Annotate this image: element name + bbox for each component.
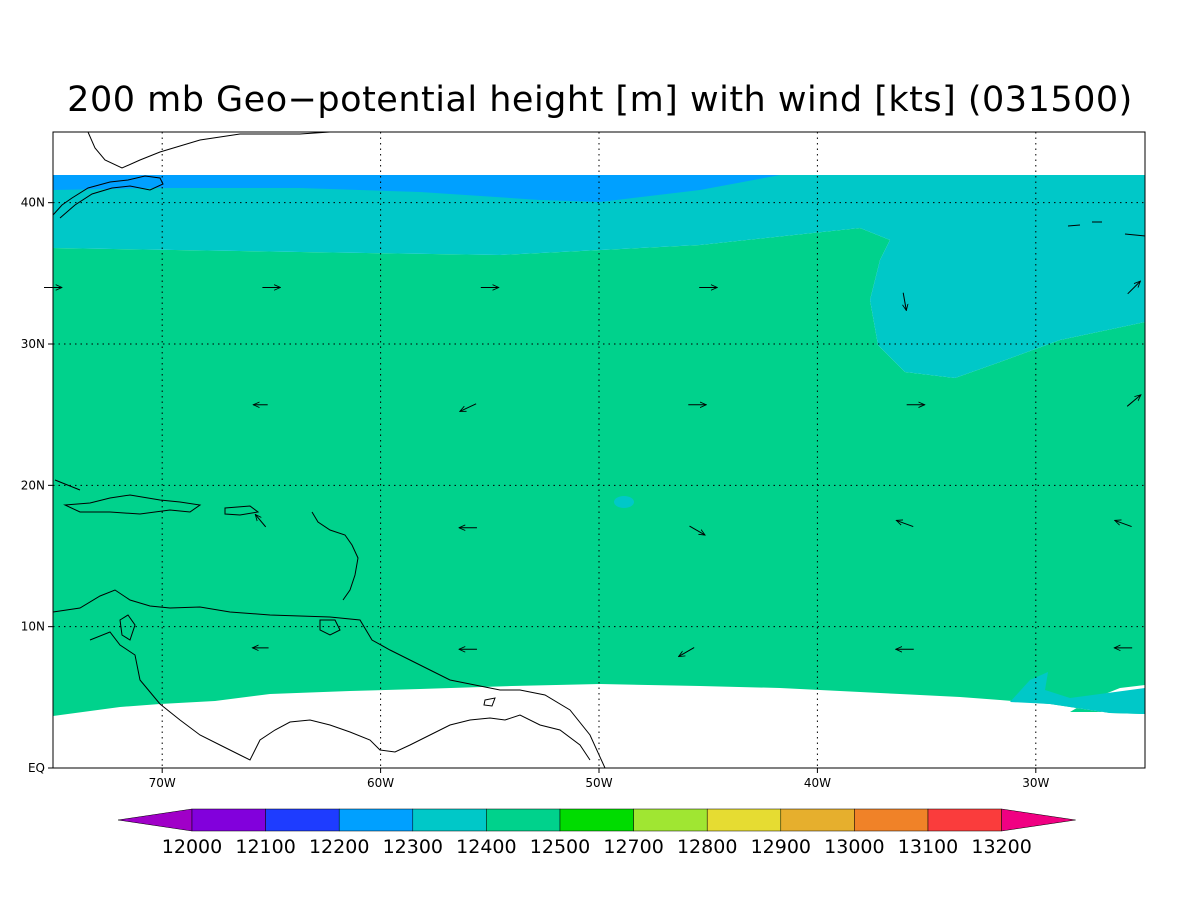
- latitude-axis: EQ 10N 20N 30N 40N: [21, 196, 53, 775]
- coastline-lesser-antilles: [311, 511, 359, 601]
- colorbar-label: 13200: [971, 836, 1031, 858]
- coastline-northeast-us: [53, 175, 164, 219]
- lat-tick-label: 10N: [21, 620, 45, 634]
- coastline-south-america-interior: [89, 631, 591, 761]
- wind-arrow: [255, 514, 267, 528]
- wind-arrow: [896, 520, 914, 528]
- coastline-azores: [1067, 221, 1145, 237]
- wind-vectors: [44, 281, 1141, 657]
- colorbar-swatch: [854, 808, 929, 832]
- colorbar-label: 12900: [751, 836, 811, 858]
- colorbar-right-extension: [1001, 808, 1076, 832]
- coastline-lake-guri: [483, 697, 496, 707]
- height-band-12200: [53, 175, 780, 202]
- plot-area: [53, 132, 1145, 768]
- colorbar-swatch: [559, 808, 634, 832]
- lon-tick-label: 50W: [585, 776, 612, 790]
- wind-arrow: [679, 647, 695, 657]
- lon-tick-label: 70W: [149, 776, 176, 790]
- colorbar-swatch: [927, 808, 1002, 832]
- wind-arrow: [1126, 395, 1141, 407]
- coastlines: [53, 132, 1145, 768]
- height-band-12400: [53, 228, 1145, 716]
- colorbar-label: 12200: [309, 836, 369, 858]
- lat-tick-label: 30N: [21, 337, 45, 351]
- colorbar-swatch: [191, 808, 266, 832]
- colorbar-label: 12000: [162, 836, 222, 858]
- coastline-south-america: [53, 589, 606, 768]
- colorbar-label: 12100: [235, 836, 295, 858]
- wind-arrow: [460, 403, 477, 412]
- wind-arrow: [689, 525, 705, 535]
- colorbar-swatch: [706, 808, 782, 832]
- coastline-canada: [87, 132, 331, 169]
- colorbar-label: 13000: [824, 836, 884, 858]
- lat-tick-label: 20N: [21, 478, 45, 492]
- colorbar-swatch: [412, 808, 487, 832]
- colorbar-label: 12800: [677, 836, 737, 858]
- wind-arrow: [1127, 281, 1141, 295]
- colorbar-left-extension: [117, 808, 193, 832]
- coastline-trinidad: [319, 619, 341, 636]
- colorbar-swatch: [633, 808, 708, 832]
- colorbar: 12000 12100 12200 12300 12400 12500 12700 12800…: [117, 808, 1076, 858]
- colorbar-label: 12500: [530, 836, 590, 858]
- height-band-12300-south: [1010, 672, 1145, 714]
- colorbar-label: 12400: [456, 836, 516, 858]
- colorbar-swatch: [265, 808, 340, 832]
- lat-tick-label: 40N: [21, 196, 45, 210]
- colorbar-label: 13100: [898, 836, 958, 858]
- colorbar-swatch: [486, 808, 561, 832]
- wind-arrow: [1115, 520, 1132, 528]
- coastline-lake-maracaibo: [119, 614, 136, 641]
- map-title: 200 mb Geo−potential height [m] with win…: [67, 80, 1133, 120]
- lon-tick-label: 60W: [367, 776, 394, 790]
- colorbar-swatch: [338, 808, 414, 832]
- wind-arrow: [903, 292, 906, 311]
- coastline-hispaniola: [63, 494, 202, 515]
- lat-tick-label: EQ: [28, 761, 45, 775]
- coastline-puerto-rico: [224, 505, 260, 516]
- longitude-axis: 70W 60W 50W 40W 30W: [149, 768, 1049, 790]
- colorbar-label: 12700: [603, 836, 663, 858]
- colorbar-label: 12300: [383, 836, 443, 858]
- coastline-cuba: [54, 479, 81, 491]
- colorbar-swatch: [780, 808, 855, 832]
- lon-tick-label: 30W: [1022, 776, 1049, 790]
- lon-tick-label: 40W: [804, 776, 831, 790]
- height-band-12300: [53, 175, 1145, 378]
- height-blob-12300: [614, 496, 634, 508]
- grid-lines: [53, 132, 1145, 768]
